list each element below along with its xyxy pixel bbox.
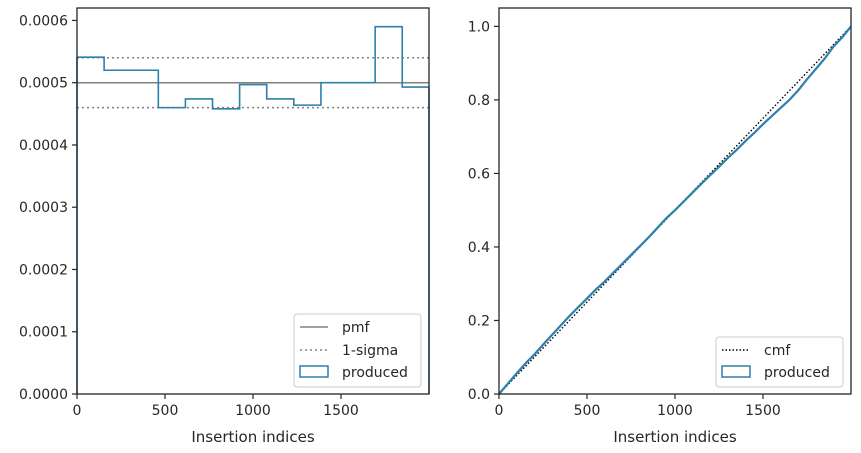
left-y-tick-label: 0.0000 — [19, 387, 68, 403]
right-y-tick-label: 0.6 — [468, 166, 490, 182]
legend-produced-label-right: produced — [764, 365, 830, 381]
left-legend: pmf 1-sigma produced — [293, 313, 422, 388]
produced-cumulative-line — [498, 25, 852, 395]
left-x-axis-title: Insertion indices — [191, 428, 314, 446]
left-x-tick-label: 0 — [73, 403, 82, 419]
right-x-tick-label: 500 — [574, 403, 601, 419]
legend-produced-swatch-right — [721, 365, 751, 378]
right-y-tick-label: 0.2 — [468, 313, 490, 329]
right-x-axis-title: Insertion indices — [613, 428, 736, 446]
cmf-line — [498, 25, 852, 395]
left-x-tick-label: 500 — [152, 403, 179, 419]
right-legend: cmf produced — [715, 336, 844, 388]
right-x-tick-label: 1500 — [745, 403, 781, 419]
right-chart: 0 500 1000 1500 0.0 0.2 0.4 0.6 0.8 1.0 Insertio… — [468, 7, 852, 446]
legend-produced-swatch — [299, 365, 329, 378]
right-y-tick-label: 0.8 — [468, 93, 490, 109]
produced-histogram — [76, 25, 430, 394]
left-y-tick-label: 0.0005 — [19, 76, 68, 92]
right-y-tick-label: 0.4 — [468, 240, 490, 256]
left-x-ticks: 0 500 1000 1500 — [73, 394, 359, 419]
left-y-tick-label: 0.0001 — [19, 325, 68, 341]
legend-produced-label: produced — [342, 365, 408, 381]
left-axes-frame — [76, 7, 430, 395]
right-x-tick-label: 1000 — [657, 403, 693, 419]
left-plot-content — [76, 25, 430, 394]
left-y-tick-label: 0.0004 — [19, 138, 68, 154]
left-x-tick-label: 1500 — [323, 403, 359, 419]
right-x-tick-label: 0 — [495, 403, 504, 419]
left-x-tick-label: 1000 — [235, 403, 271, 419]
left-chart: 0 500 1000 1500 0.00000.00010.00020.00030.0… — [19, 7, 430, 446]
right-y-ticks: 0.0 0.2 0.4 0.6 0.8 1.0 — [468, 19, 499, 403]
right-x-ticks: 0 500 1000 1500 — [495, 394, 781, 419]
left-y-tick-label: 0.0006 — [19, 13, 68, 29]
right-y-tick-label: 0.0 — [468, 387, 490, 403]
left-legend-box — [293, 313, 422, 388]
legend-sigma-label: 1-sigma — [342, 343, 398, 359]
legend-pmf-label: pmf — [342, 320, 371, 336]
right-y-tick-label: 1.0 — [468, 19, 490, 35]
right-plot-content — [498, 25, 852, 395]
left-y-tick-label: 0.0002 — [19, 262, 68, 278]
legend-cmf-label: cmf — [764, 343, 791, 359]
right-axes-frame — [498, 7, 852, 395]
left-y-ticks: 0.0000 0.0001 0.0002 0.0003 0.0004 0.0005 0.00… — [19, 13, 77, 403]
left-y-tick-label: 0.0003 — [19, 200, 68, 216]
